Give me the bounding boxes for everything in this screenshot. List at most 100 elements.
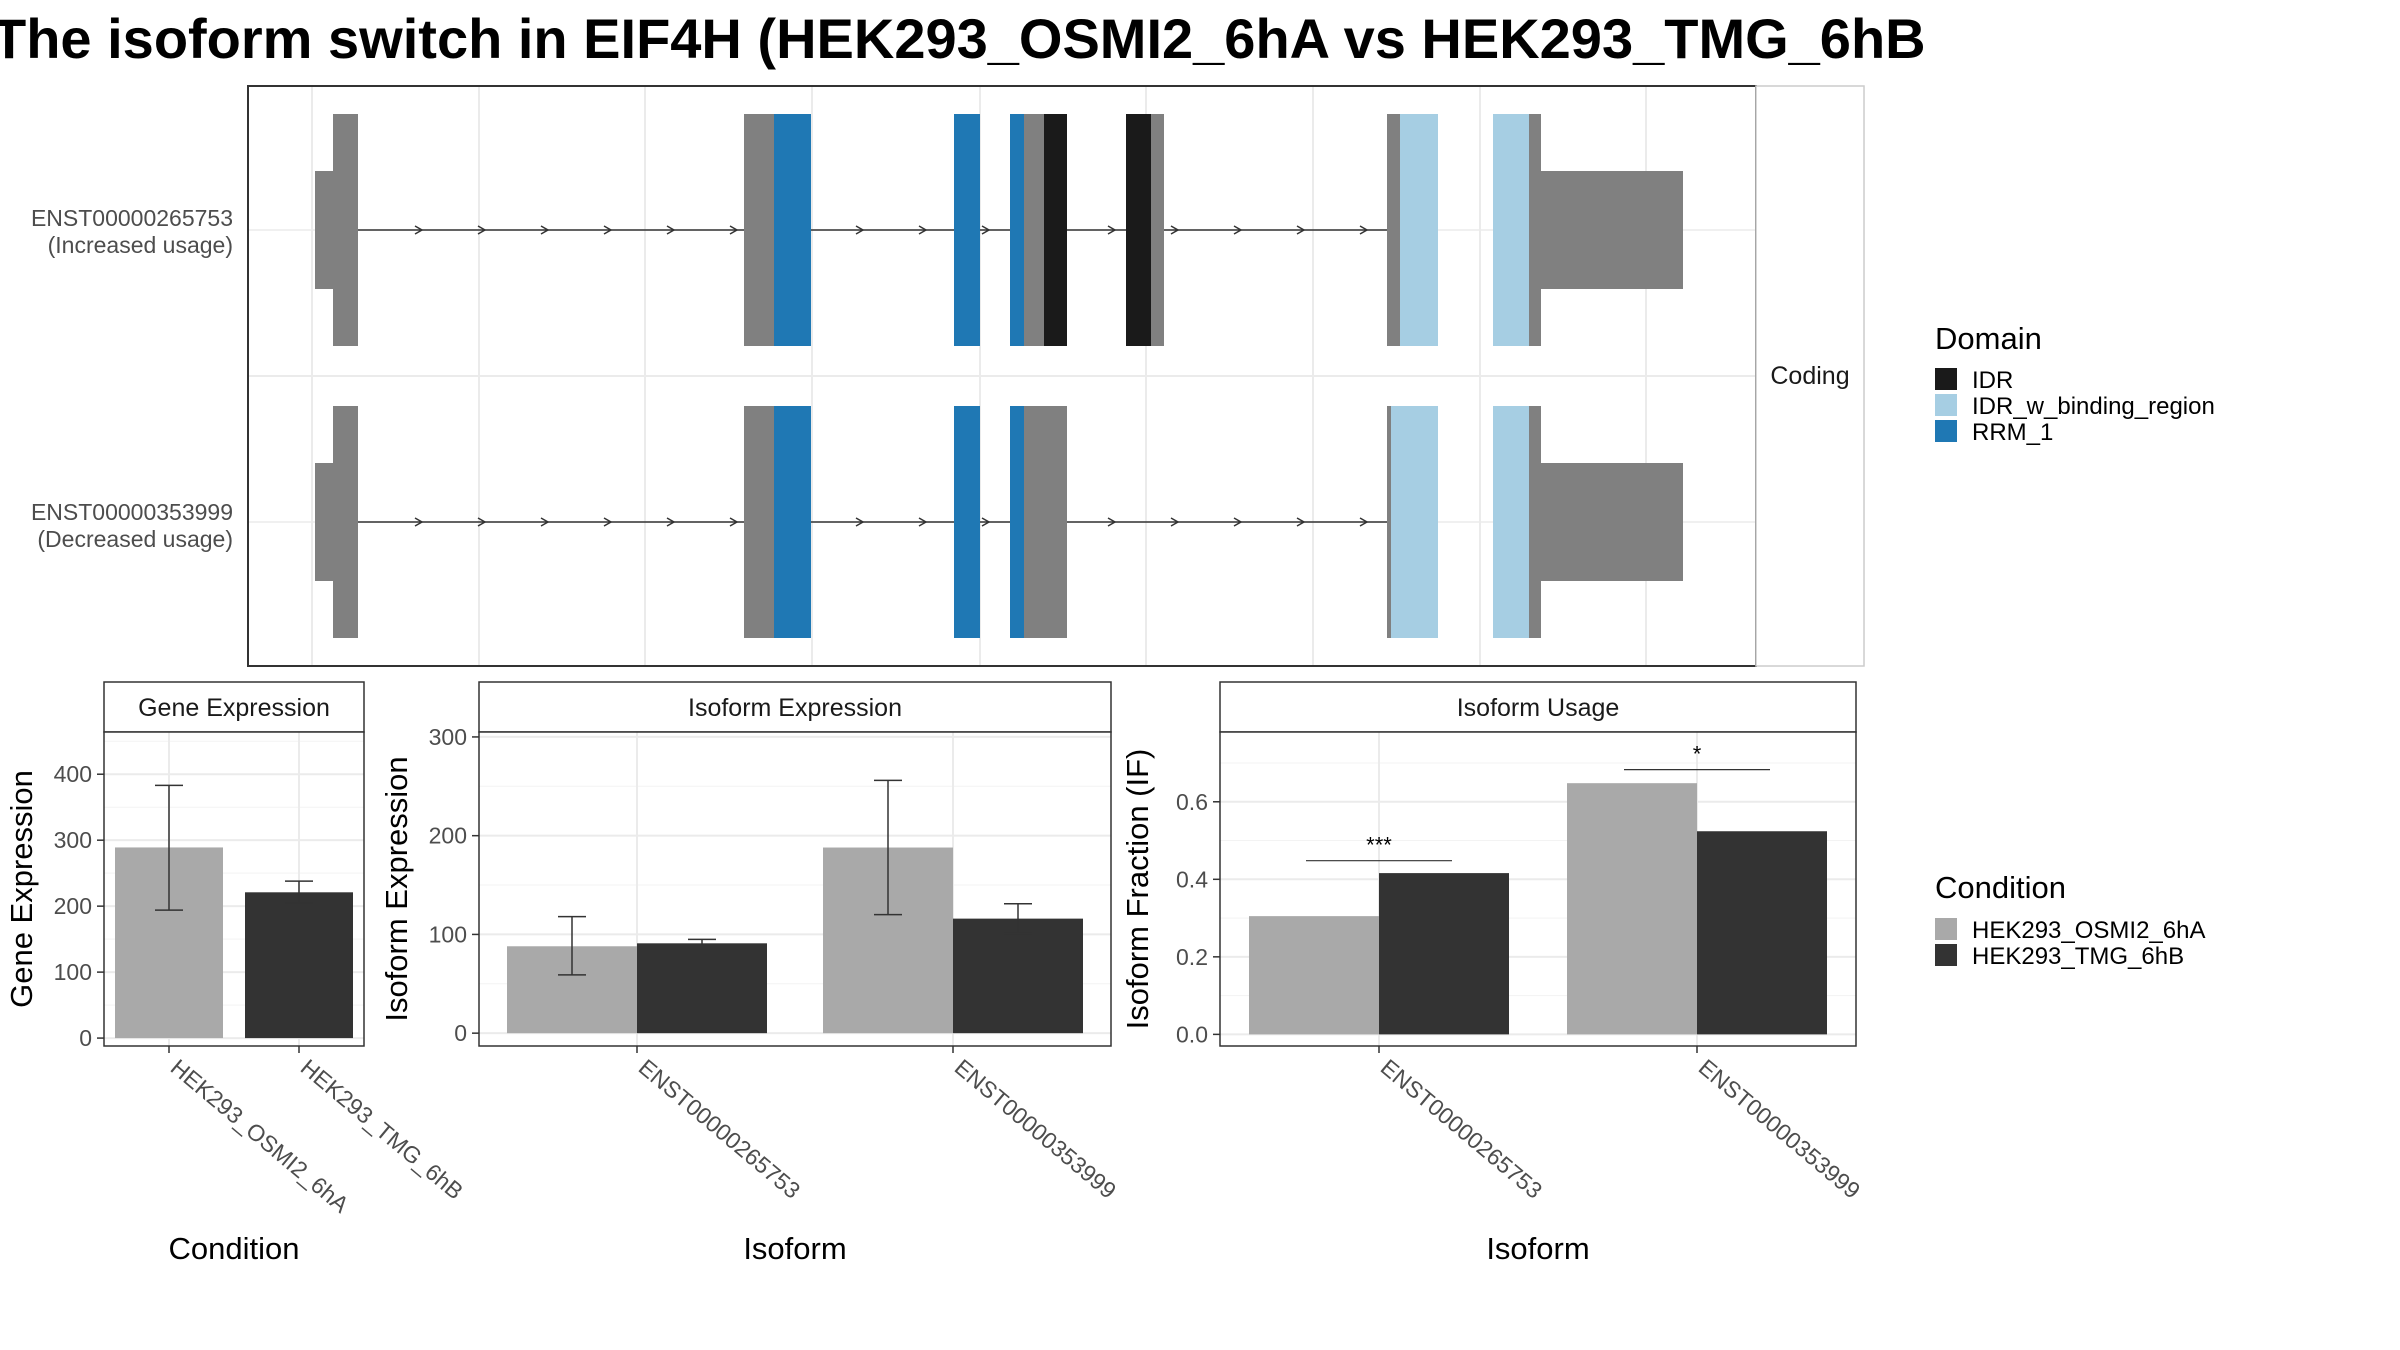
isoform-expression-xtick-label: ENST00000265753 xyxy=(634,1054,806,1204)
isoform-usage-bar xyxy=(1567,783,1697,1035)
isoform-usage-bar xyxy=(1379,873,1509,1035)
intron-arrow xyxy=(918,517,928,527)
intron-arrow xyxy=(1359,517,1369,527)
isoform-expression-plot-border xyxy=(478,731,1112,1047)
exon-block xyxy=(1529,406,1541,638)
isoform-usage-strip xyxy=(1219,681,1857,733)
intron-arrow xyxy=(1296,225,1306,235)
intron-arrow xyxy=(855,517,865,527)
isoform-usage-bar xyxy=(1249,916,1379,1035)
transcript-track-2 xyxy=(315,406,1683,638)
isoform-expression-panel: Isoform Expression 0 100 200 300 ENST00000265… xyxy=(379,681,1122,1266)
isoform-expression-ytick-label: 300 xyxy=(429,724,467,750)
transcript-label-2-id: ENST00000353999 xyxy=(31,499,233,525)
isoform-usage-ytick-label: 0.0 xyxy=(1176,1021,1208,1047)
utr-block xyxy=(315,171,333,289)
transcript-label-1-id: ENST00000265753 xyxy=(31,205,233,231)
gene-ytick-label: 300 xyxy=(54,827,92,853)
domain-idr-w-binding-region-block xyxy=(1493,114,1529,346)
domain-legend-title: Domain xyxy=(1935,321,2042,356)
isoform-expression-xtick-label: ENST00000353999 xyxy=(950,1054,1122,1204)
intron-arrow xyxy=(603,517,613,527)
exon-block xyxy=(1529,114,1541,346)
isoform-usage-significance-label: *** xyxy=(1366,833,1392,858)
gene-ytick-label: 400 xyxy=(54,761,92,787)
isoform-usage-xaxis-title: Isoform xyxy=(1486,1231,1589,1266)
legend-label-osmi2: HEK293_OSMI2_6hA xyxy=(1972,917,2205,944)
intron-arrow xyxy=(540,517,550,527)
isoform-expression-strip xyxy=(478,681,1112,733)
intron-arrow xyxy=(540,225,550,235)
intron-arrow xyxy=(1296,517,1306,527)
legend-swatch-tmg xyxy=(1935,944,1957,966)
isoform-expression-ytick-label: 0 xyxy=(454,1020,467,1046)
isoform-usage-ytick-label: 0.4 xyxy=(1176,866,1208,892)
intron-arrow xyxy=(603,225,613,235)
isoform-expression-ytick-label: 100 xyxy=(429,921,467,947)
domain-idr-w-binding-region-block xyxy=(1493,406,1529,638)
legend-label-rrm1: RRM_1 xyxy=(1972,419,2053,446)
transcript-label-2-usage: (Decreased usage) xyxy=(37,526,233,552)
isoform-expression-bar xyxy=(637,943,767,1034)
intron-arrow xyxy=(855,225,865,235)
gene-ytick-label: 100 xyxy=(54,959,92,985)
domain-idr-w-binding-region-block xyxy=(1400,114,1438,346)
intron-arrow xyxy=(1170,517,1180,527)
isoform-expression-yaxis-title: Isoform Expression xyxy=(379,756,414,1021)
intron-arrow xyxy=(1233,225,1243,235)
utr-block xyxy=(315,463,333,581)
gene-strip-label: Gene Expression xyxy=(138,694,330,722)
isoform-usage-ytick-label: 0.6 xyxy=(1176,789,1208,815)
intron-arrow xyxy=(1107,517,1117,527)
coding-strip xyxy=(1755,85,1865,667)
gene-yaxis-title: Gene Expression xyxy=(4,770,39,1008)
gene-plot-border xyxy=(103,731,365,1047)
transcript-structure-panel: Coding ENST00000265753 (Increased usage)… xyxy=(31,85,1865,667)
exon-block xyxy=(1024,406,1067,638)
gene-ytick-label: 200 xyxy=(54,893,92,919)
intron-arrow xyxy=(477,517,487,527)
transcript-track-1 xyxy=(315,114,1683,346)
intron-arrow xyxy=(666,225,676,235)
legend-swatch-osmi2 xyxy=(1935,918,1957,940)
legend-swatch-rrm1 xyxy=(1935,420,1957,442)
isoform-usage-ytick-label: 0.2 xyxy=(1176,944,1208,970)
isoform-usage-significance-label: * xyxy=(1693,742,1702,767)
intron-arrow xyxy=(666,517,676,527)
intron-arrow xyxy=(1359,225,1369,235)
domain-rrm-1-block xyxy=(774,114,811,346)
figure-title: The isoform switch in EIF4H (HEK293_OSMI… xyxy=(0,7,1926,70)
exon-block xyxy=(744,406,774,638)
intron-arrow xyxy=(477,225,487,235)
domain-rrm-1-block xyxy=(774,406,811,638)
intron-arrow xyxy=(414,225,424,235)
intron-arrow xyxy=(981,225,991,235)
intron-arrow xyxy=(729,517,739,527)
intron-arrow xyxy=(918,225,928,235)
legend-label-idr-binding: IDR_w_binding_region xyxy=(1972,393,2215,420)
legend-swatch-idr xyxy=(1935,368,1957,390)
isoform-usage-bar xyxy=(1697,831,1827,1035)
intron-arrow xyxy=(1107,225,1117,235)
domain-idr-block xyxy=(1044,114,1067,346)
legend-label-tmg: HEK293_TMG_6hB xyxy=(1972,943,2184,970)
gene-ytick-label: 0 xyxy=(79,1025,92,1051)
utr-block xyxy=(1541,171,1683,289)
exon-block xyxy=(1387,114,1400,346)
isoform-usage-yaxis-title: Isoform Fraction (IF) xyxy=(1120,749,1155,1030)
domain-legend: Domain IDR IDR_w_binding_region RRM_1 xyxy=(1935,321,2215,446)
domain-rrm-1-block xyxy=(954,406,980,638)
intron-arrow xyxy=(1233,517,1243,527)
domain-idr-block xyxy=(1126,114,1151,346)
condition-legend-title: Condition xyxy=(1935,870,2066,905)
isoform-expression-bar xyxy=(953,918,1083,1034)
exon-block xyxy=(333,114,358,346)
legend-label-idr: IDR xyxy=(1972,367,2013,394)
legend-swatch-idr-binding xyxy=(1935,394,1957,416)
exon-block xyxy=(744,114,774,346)
isoform-usage-panel: Isoform Usage****0.00.20.40.6ENST0000026… xyxy=(1120,681,1865,1266)
isoform-expression-ytick-label: 200 xyxy=(429,823,467,849)
gene-strip xyxy=(103,681,365,733)
exon-block xyxy=(1024,114,1044,346)
